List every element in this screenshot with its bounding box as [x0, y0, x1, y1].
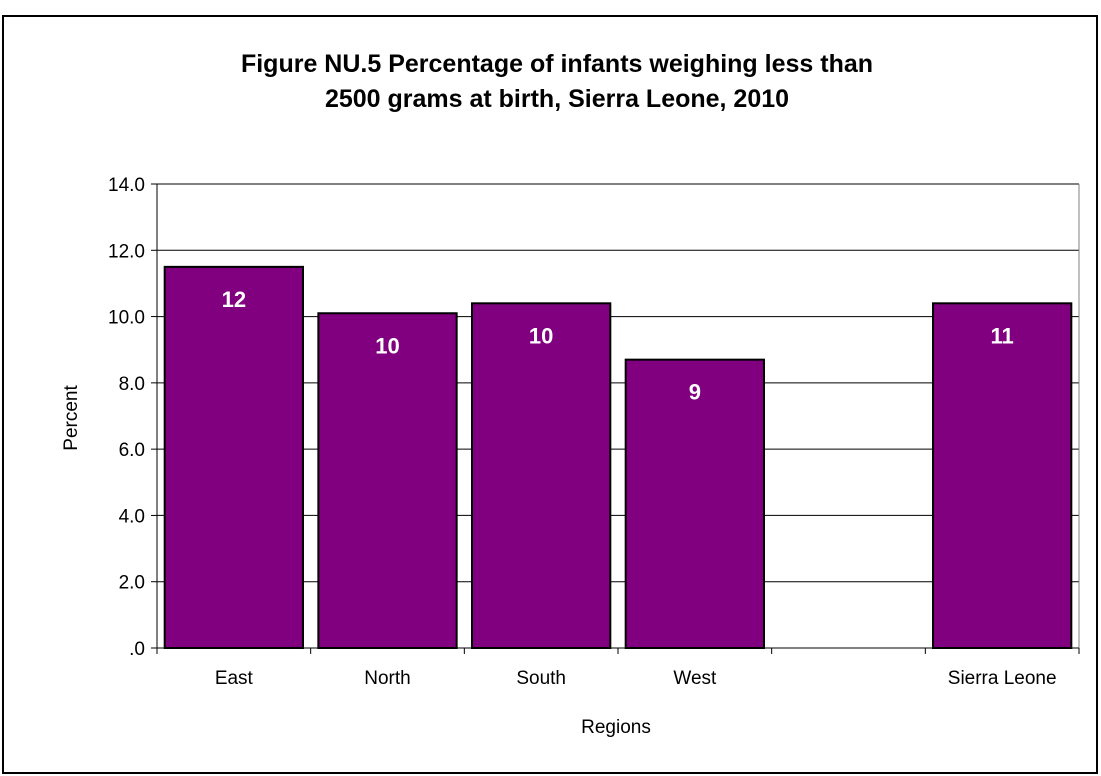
- x-tick-label: North: [364, 668, 410, 689]
- bar-south: [471, 302, 612, 649]
- y-tick-label: 2.0: [119, 573, 145, 594]
- y-tick-labels: .0 2.0 4.0 6.0 8.0 10.0 12.0 14.0: [108, 175, 145, 660]
- chart-title-line1: Figure NU.5 Percentage of infants weighi…: [241, 50, 873, 78]
- y-tick-label: 10.0: [108, 308, 145, 329]
- bar-east: [163, 265, 304, 649]
- bar-west: [624, 358, 765, 649]
- data-label: 10: [375, 333, 399, 358]
- x-tick-labels: East North South West Sierra Leone: [215, 668, 1057, 689]
- bar-sierra-leone: [932, 302, 1073, 649]
- data-label: 11: [991, 323, 1014, 348]
- y-tick-label: 12.0: [108, 241, 145, 262]
- bars: [163, 265, 1073, 649]
- y-tick-label: 6.0: [119, 440, 145, 461]
- y-tick-label: 8.0: [119, 374, 145, 395]
- axes: [151, 183, 1080, 654]
- gridlines: [157, 183, 1079, 583]
- data-labels: 12 10 10 9 11: [222, 287, 1014, 405]
- x-tick-label: Sierra Leone: [948, 668, 1057, 689]
- x-tick-label: East: [215, 668, 254, 689]
- y-tick-label: .0: [129, 639, 145, 660]
- y-tick-label: 14.0: [108, 175, 145, 196]
- data-label: 12: [222, 287, 246, 312]
- data-label: 10: [529, 323, 553, 348]
- y-axis-title: Percent: [61, 385, 82, 451]
- x-axis-title: Regions: [581, 717, 651, 738]
- chart-title-line2: 2500 grams at birth, Sierra Leone, 2010: [325, 85, 789, 113]
- data-label: 9: [689, 380, 701, 405]
- bar-north: [317, 312, 458, 649]
- y-tick-label: 4.0: [119, 506, 145, 527]
- x-tick-label: West: [673, 668, 717, 689]
- x-tick-label: South: [516, 668, 566, 689]
